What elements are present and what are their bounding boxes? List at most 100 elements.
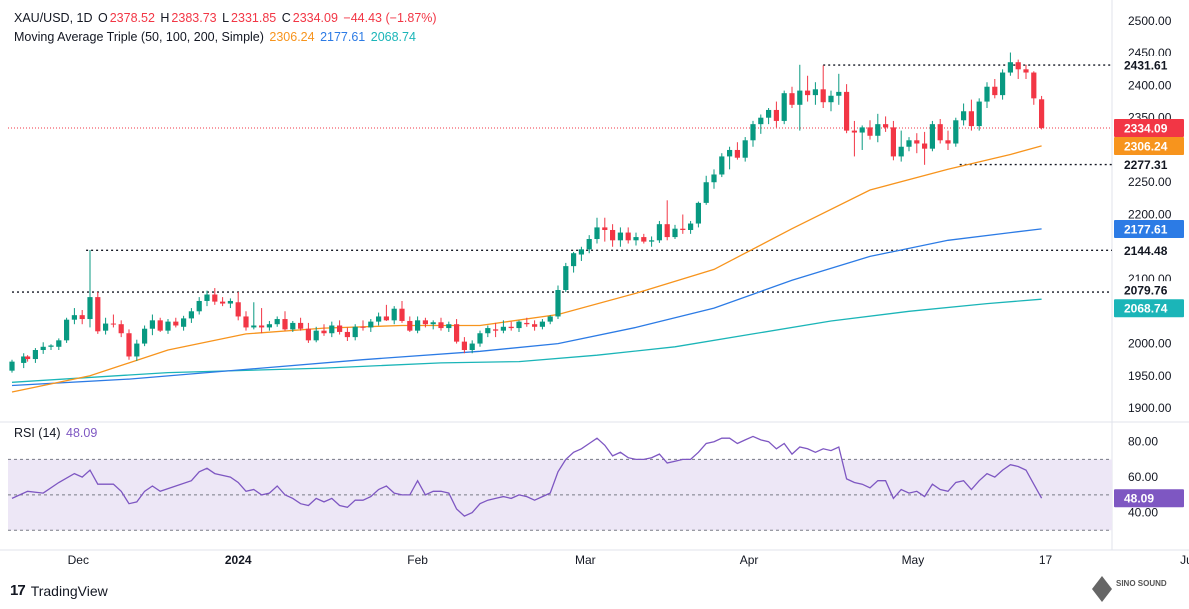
time-tick-label: Dec <box>68 553 89 567</box>
candle-body <box>493 329 499 331</box>
time-tick-label: Feb <box>407 553 428 567</box>
ma100-line <box>11 228 1042 387</box>
candle-body <box>352 326 358 338</box>
candle-body <box>95 297 101 332</box>
candle-body <box>79 315 85 320</box>
candle-body <box>992 86 998 96</box>
ohlc-legend: XAU/USD, 1D O 2378.52 H 2383.73 L 2331.85 C… <box>14 11 439 25</box>
candle-body <box>859 127 865 133</box>
ma50-value: 2306.24 <box>269 30 315 44</box>
candle-body <box>149 320 155 329</box>
candle-body <box>71 315 77 320</box>
low-label: L <box>222 11 230 25</box>
rsi-legend: RSI (14) 48.09 <box>14 426 99 440</box>
candle-body <box>571 253 577 267</box>
candle-body <box>844 91 850 131</box>
candle-body <box>313 330 319 341</box>
candle-body <box>656 224 662 241</box>
candle-body <box>368 321 374 328</box>
candle-body <box>812 89 818 96</box>
candle-body <box>836 91 842 96</box>
candle-body <box>461 341 467 351</box>
candle-body <box>235 302 241 317</box>
high-value: 2383.73 <box>171 11 217 25</box>
rsi-badge-label: 48.09 <box>1124 492 1154 506</box>
candle-body <box>110 323 116 325</box>
candle-body <box>984 86 990 102</box>
price-badge-label: 2144.48 <box>1124 244 1168 258</box>
open-value: 2378.52 <box>109 11 155 25</box>
close-label: C <box>281 11 291 25</box>
price-tick-label: 2500.00 <box>1128 14 1172 28</box>
candle-body <box>828 95 834 103</box>
watermark-logo: SINO SOUND <box>1092 576 1167 602</box>
candle-body <box>555 290 561 317</box>
candle-body <box>1000 72 1006 96</box>
candle-body <box>266 324 272 328</box>
ma200-value: 2068.74 <box>370 30 416 44</box>
rsi-tick-label: 40.00 <box>1128 506 1158 520</box>
candle-body <box>165 321 171 331</box>
candle-body <box>48 345 54 347</box>
candle-body <box>672 228 678 238</box>
high-label: H <box>160 11 170 25</box>
candle-body <box>758 117 764 125</box>
candle-body <box>21 356 27 363</box>
candle-body <box>500 326 506 331</box>
price-badge-label: 2079.76 <box>1124 284 1168 298</box>
price-badge-label: 2334.09 <box>1124 121 1168 135</box>
candle-body <box>688 223 694 230</box>
candle-body <box>383 316 389 321</box>
candle-body <box>126 333 132 357</box>
candle-body <box>344 331 350 338</box>
rsi-tick-label: 80.00 <box>1128 435 1158 449</box>
candle-body <box>212 294 218 302</box>
candle-body <box>477 333 483 344</box>
candle-body <box>259 325 265 328</box>
rsi-title: RSI (14) <box>14 426 61 440</box>
candle-body <box>399 308 405 321</box>
price-badge-label: 2277.31 <box>1124 158 1168 172</box>
price-badge <box>1114 136 1184 155</box>
candle-body <box>508 326 514 329</box>
candle-body <box>118 324 124 334</box>
candle-body <box>898 146 904 157</box>
candle-body <box>649 240 655 242</box>
price-tick-label: 2400.00 <box>1128 78 1172 92</box>
rsi-value: 48.09 <box>66 426 98 440</box>
candle-body <box>157 320 163 331</box>
candle-body <box>337 325 343 332</box>
candle-body <box>766 109 772 118</box>
candle-body <box>360 326 366 328</box>
watermark-diamond-icon <box>1092 576 1112 602</box>
candle-body <box>1015 62 1021 70</box>
candle-body <box>633 237 639 241</box>
candle-body <box>524 322 530 325</box>
price-badge <box>1114 219 1184 238</box>
candles-group <box>9 52 1045 373</box>
ma100-value: 2177.61 <box>320 30 366 44</box>
candle-body <box>602 227 608 230</box>
price-badge-label: 2177.61 <box>1124 222 1168 236</box>
candle-body <box>9 361 15 371</box>
candle-body <box>40 346 46 351</box>
candle-body <box>961 111 967 121</box>
time-tick-label: 17 <box>1039 553 1053 567</box>
candle-body <box>227 300 233 304</box>
candle-body <box>727 149 733 157</box>
candle-body <box>181 318 187 327</box>
candle-body <box>695 202 701 224</box>
candle-body <box>594 227 600 240</box>
candle-body <box>781 93 787 121</box>
candle-body <box>415 320 421 331</box>
candle-body <box>438 322 444 329</box>
candle-body <box>56 340 62 347</box>
candle-body <box>922 143 928 149</box>
candle-body <box>376 316 382 322</box>
tradingview-logo[interactable]: 17 TradingView <box>10 582 108 599</box>
candle-body <box>282 319 288 330</box>
price-badge <box>1114 155 1184 174</box>
candle-body <box>945 140 951 144</box>
candle-body <box>1031 72 1037 99</box>
price-badge <box>1114 56 1184 75</box>
